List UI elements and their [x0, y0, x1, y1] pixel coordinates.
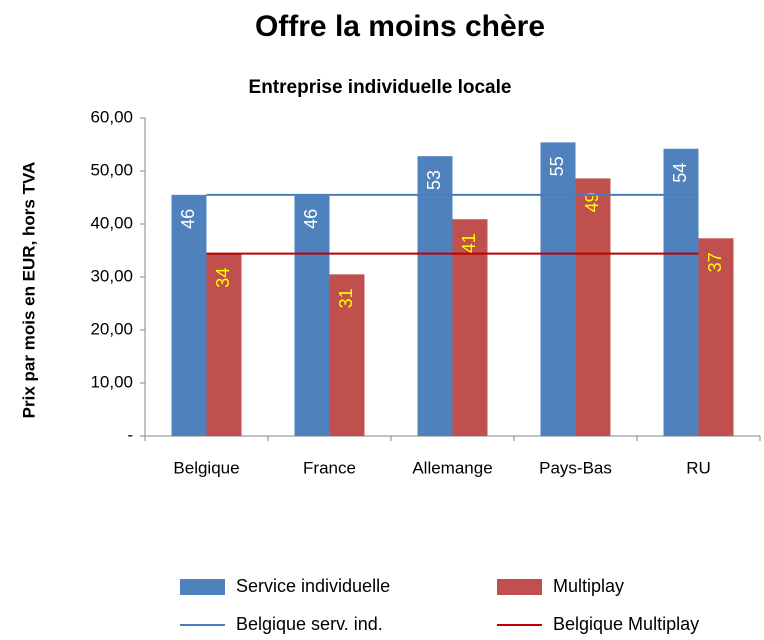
data-label: 53	[424, 170, 444, 190]
bar	[698, 238, 734, 436]
legend-swatch	[497, 579, 542, 595]
data-label: 41	[459, 233, 479, 253]
y-tick-label: 60,00	[90, 107, 133, 126]
y-tick-label: 40,00	[90, 213, 133, 232]
x-tick-label: Allemange	[412, 458, 492, 477]
bar	[206, 253, 242, 436]
bar	[452, 219, 488, 436]
y-tick-label: 10,00	[90, 372, 133, 391]
bar	[171, 194, 207, 436]
legend-label: Belgique Multiplay	[553, 614, 699, 634]
chart-subtitle: Entreprise individuelle locale	[249, 77, 512, 98]
x-tick-label: Pays-Bas	[539, 458, 612, 477]
legend-label: Service individuelle	[236, 576, 390, 596]
y-tick-label: 20,00	[90, 319, 133, 338]
bar	[575, 178, 611, 437]
y-tick-label: 50,00	[90, 160, 133, 179]
data-label: 55	[547, 156, 567, 176]
legend-swatch	[180, 579, 225, 595]
bar	[329, 274, 365, 436]
y-tick-label: -	[127, 425, 133, 444]
data-label: 34	[213, 268, 233, 288]
data-label: 49	[582, 192, 602, 212]
legend-label: Belgique serv. ind.	[236, 614, 383, 634]
bar	[294, 194, 330, 436]
chart-title: Offre la moins chère	[255, 10, 545, 43]
x-tick-label: RU	[686, 458, 711, 477]
y-tick-label: 30,00	[90, 266, 133, 285]
data-label: 37	[705, 252, 725, 272]
bar	[663, 148, 699, 437]
data-label: 31	[336, 288, 356, 308]
data-label: 46	[178, 209, 198, 229]
legend-label: Multiplay	[553, 576, 624, 596]
bar	[417, 156, 453, 436]
bar	[540, 142, 576, 436]
y-axis-label: Prix par mois en EUR, hors TVA	[19, 162, 38, 419]
data-label: 54	[670, 163, 690, 183]
data-label: 46	[301, 209, 321, 229]
x-tick-label: Belgique	[173, 458, 239, 477]
x-tick-label: France	[303, 458, 356, 477]
